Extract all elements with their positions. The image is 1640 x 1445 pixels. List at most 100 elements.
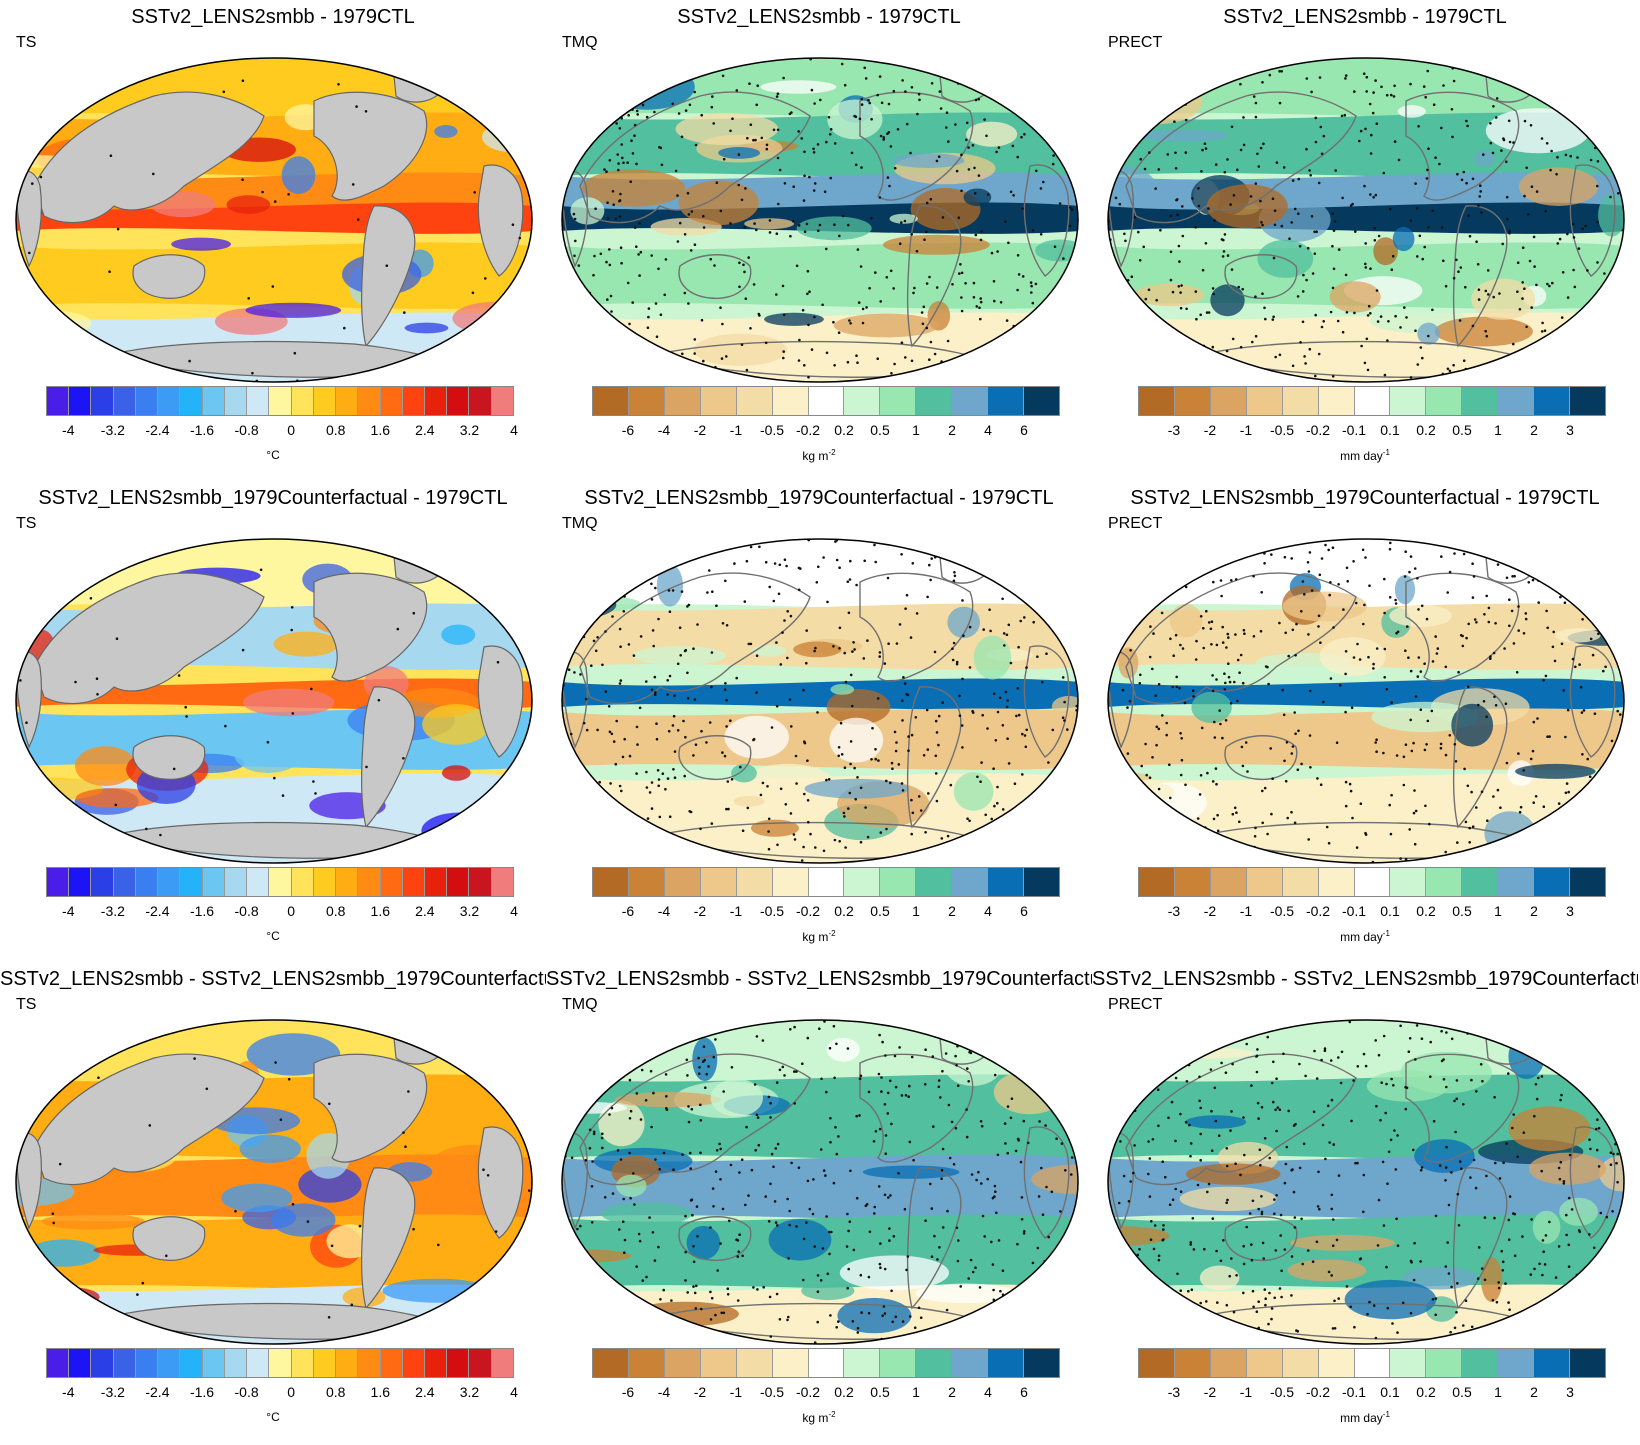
- stipple-dot: [1548, 735, 1551, 738]
- stipple-dot: [737, 153, 741, 156]
- stipple-dot: [1118, 202, 1122, 206]
- stipple-dot: [1016, 1242, 1019, 1246]
- stipple-dot: [739, 765, 742, 769]
- stipple-dot: [1260, 1195, 1263, 1198]
- stipple-dot: [603, 168, 606, 171]
- colorbar-swatch: [158, 868, 181, 896]
- stipple-dot: [1367, 655, 1370, 659]
- stipple-dot: [1316, 777, 1319, 780]
- stipple-dot: [1300, 762, 1303, 766]
- colorbar-unit: kg m-2: [802, 1410, 836, 1425]
- stipple-dot: [1383, 611, 1386, 615]
- stipple-dot: [1352, 560, 1355, 563]
- stipple-dot: [874, 1130, 878, 1133]
- colorbar-swatch: [1174, 868, 1211, 896]
- stipple-dot: [887, 642, 890, 645]
- stipple-dot: [786, 1318, 789, 1322]
- stipple-dot: [778, 1318, 782, 1321]
- stipple-dot: [1492, 105, 1495, 108]
- stipple-dot: [1230, 579, 1233, 582]
- stipple-dot: [890, 761, 894, 765]
- map-anomaly-blob: [1122, 1289, 1182, 1335]
- stipple-dot: [1209, 1068, 1213, 1071]
- stipple-dot: [1540, 330, 1544, 333]
- stipple-dot: [1175, 675, 1178, 679]
- map-anomaly-blob: [1474, 150, 1495, 167]
- stipple-dot: [1128, 699, 1132, 703]
- stipple-dot: [1442, 84, 1445, 87]
- land-mass: [132, 735, 206, 780]
- stipple-dot: [1350, 1119, 1353, 1123]
- stipple-dot: [1205, 311, 1209, 314]
- stipple-dot: [1434, 1297, 1438, 1300]
- stipple-dot: [793, 1025, 796, 1029]
- stipple-dot: [964, 282, 967, 285]
- colorbar-swatch: [1426, 1349, 1463, 1377]
- stipple-dot: [1359, 1257, 1363, 1260]
- stipple-dot: [1442, 259, 1445, 263]
- stipple-dot: [1226, 1198, 1229, 1202]
- stipple-dot: [177, 674, 181, 677]
- stipple-dot: [1224, 1071, 1228, 1074]
- stipple-dot: [997, 146, 1001, 149]
- stipple-dot: [845, 1245, 849, 1248]
- stipple-dot: [1522, 1131, 1526, 1134]
- stipple-dot: [1444, 665, 1448, 669]
- stipple-dot: [1530, 185, 1534, 188]
- stipple-dot: [848, 578, 852, 581]
- stipple-dot: [1417, 608, 1420, 611]
- stipple-dot: [1218, 709, 1221, 712]
- stipple-dot: [1471, 596, 1475, 599]
- stipple-dot: [1284, 779, 1288, 783]
- colorbar-tick-label: -0.5: [759, 1384, 785, 1400]
- coastline: [678, 1216, 752, 1262]
- stipple-dot: [1295, 1329, 1298, 1332]
- stipple-dot: [802, 688, 805, 692]
- stipple-dot: [1197, 204, 1201, 208]
- stipple-dot: [1330, 1274, 1333, 1277]
- stipple-dot: [1227, 662, 1230, 665]
- stipple-dot: [343, 326, 346, 330]
- stipple-dot: [757, 1143, 761, 1147]
- stipple-dot: [1293, 1226, 1297, 1229]
- coastline: [562, 170, 589, 268]
- stipple-dot: [1485, 594, 1488, 598]
- stipple-dot: [1017, 713, 1021, 717]
- stipple-dot: [879, 1266, 882, 1269]
- map-anomaly-blob: [465, 804, 498, 827]
- stipple-dot: [1484, 329, 1487, 333]
- map-anomaly-blob: [829, 717, 884, 763]
- stipple-dot: [1294, 732, 1297, 735]
- stipple-dot: [148, 1124, 152, 1127]
- stipple-dot: [1545, 609, 1548, 613]
- stipple-dot: [1354, 230, 1357, 233]
- map-anomaly-blob: [1366, 1070, 1449, 1102]
- stipple-dot: [1068, 224, 1072, 228]
- stipple-dot: [1188, 1123, 1191, 1127]
- stipple-dot: [1268, 1291, 1271, 1295]
- stipple-dot: [1381, 1160, 1385, 1164]
- stipple-dot: [847, 807, 850, 810]
- colorbar-swatch: [1210, 387, 1247, 415]
- stipple-dot: [1479, 190, 1482, 193]
- stipple-dot: [833, 1076, 836, 1080]
- stipple-dot: [1344, 672, 1347, 676]
- stipple-dot: [846, 360, 850, 364]
- stipple-dot: [1419, 1168, 1423, 1172]
- stipple-dot: [855, 583, 858, 587]
- coastline: [1108, 170, 1135, 268]
- stipple-dot: [114, 803, 118, 807]
- stipple-dot: [1174, 633, 1178, 637]
- stipple-dot: [694, 1307, 698, 1310]
- stipple-dot: [1229, 1129, 1232, 1132]
- stipple-dot: [909, 151, 912, 155]
- stipple-dot: [1559, 1098, 1562, 1102]
- colorbar-tick-label: 4: [984, 422, 992, 438]
- stipple-dot: [888, 1079, 892, 1083]
- stipple-dot: [816, 711, 819, 714]
- stipple-dot: [1581, 227, 1584, 231]
- stipple-dot: [738, 261, 741, 265]
- stipple-dot: [1198, 793, 1202, 796]
- map-anomaly-blob: [1108, 166, 1155, 203]
- stipple-dot: [590, 1221, 594, 1224]
